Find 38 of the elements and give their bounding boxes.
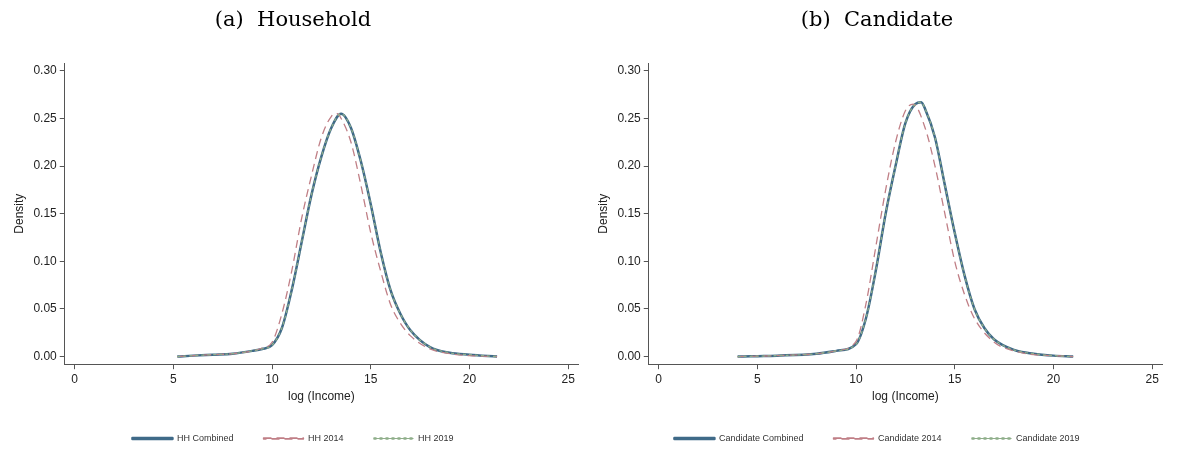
x-tick-label: 25 <box>1145 371 1160 386</box>
x-tick-label: 0 <box>71 371 79 386</box>
legend-label: HH Combined <box>176 432 234 443</box>
y-tick-label: 0.00 <box>617 348 642 363</box>
legend-label: Candidate 2014 <box>877 432 942 443</box>
x-tick-label: 20 <box>1046 371 1061 386</box>
y-tick-label: 0.20 <box>617 158 642 173</box>
x-tick-label: 10 <box>265 371 280 386</box>
y-tick-label: 0.25 <box>617 110 642 125</box>
y-tick-label: 0.05 <box>617 301 642 316</box>
x-tick-label: 25 <box>561 371 576 386</box>
x-tick-label: 20 <box>462 371 477 386</box>
y-tick-label: 0.30 <box>33 63 58 78</box>
legend-label: HH 2019 <box>418 432 454 443</box>
legend-label: Candidate Combined <box>718 432 804 443</box>
y-tick-label: 0.00 <box>33 348 58 363</box>
y-tick-label: 0.15 <box>617 206 642 221</box>
x-axis-title: log (Income) <box>872 389 939 404</box>
y-axis-title: Density <box>595 193 610 234</box>
y-axis-title: Density <box>11 193 26 234</box>
legend-label: Candidate 2019 <box>1016 432 1080 443</box>
x-tick-label: 10 <box>849 371 864 386</box>
chart-title: (a) Household <box>214 7 372 32</box>
chart-title: (b) Candidate <box>800 7 954 32</box>
legend-label: HH 2014 <box>307 432 344 443</box>
x-tick-label: 5 <box>753 371 761 386</box>
y-tick-label: 0.15 <box>33 206 58 221</box>
x-tick-label: 5 <box>169 371 177 386</box>
x-tick-label: 15 <box>948 371 962 386</box>
x-tick-label: 15 <box>364 371 378 386</box>
y-tick-label: 0.05 <box>33 301 58 316</box>
x-tick-label: 0 <box>655 371 663 386</box>
y-tick-label: 0.30 <box>617 63 642 78</box>
y-tick-label: 0.25 <box>33 110 58 125</box>
x-axis-title: log (Income) <box>288 389 355 404</box>
y-tick-label: 0.20 <box>33 158 58 173</box>
y-tick-label: 0.10 <box>33 253 58 268</box>
y-tick-label: 0.10 <box>617 253 642 268</box>
